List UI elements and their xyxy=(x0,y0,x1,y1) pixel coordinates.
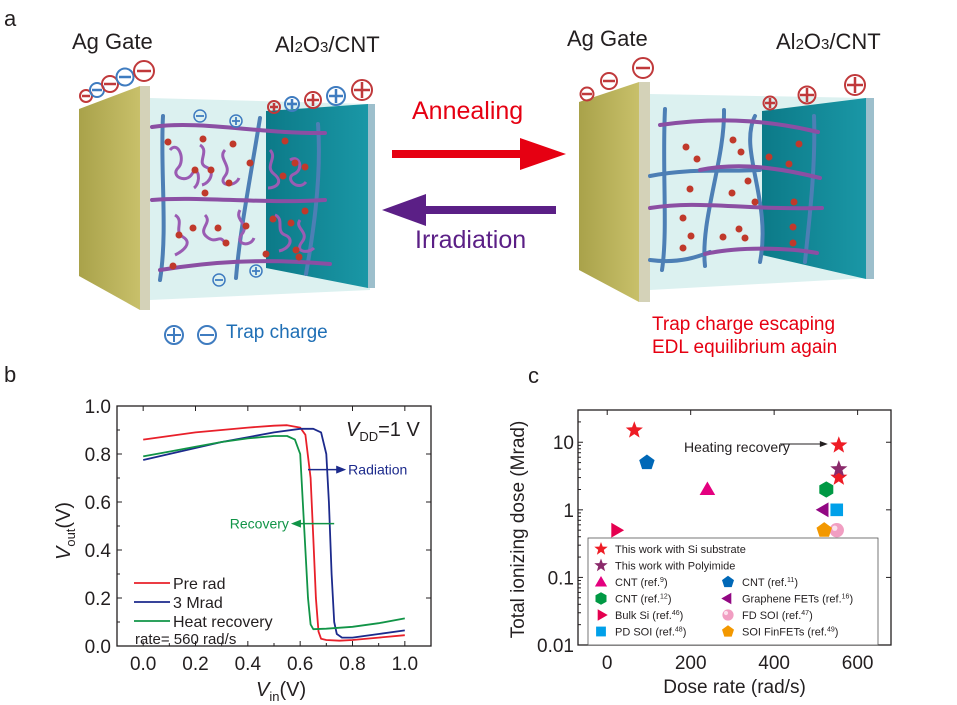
data-point-7-highlight xyxy=(832,525,838,531)
legend-label: CNT (ref.11) xyxy=(742,577,798,589)
panel-a-letter: a xyxy=(4,6,17,31)
x-tick-label: 0.4 xyxy=(235,654,262,675)
data-point-2 xyxy=(699,481,716,495)
chart-c: 0 200 400 600 0.01 0.1 1 10 Dose rate (rad/s) Tot… xyxy=(508,409,892,698)
irradiation-arrow xyxy=(382,194,556,226)
data-point-7 xyxy=(829,522,844,538)
data-point-1 xyxy=(830,460,848,477)
x-tick-label: 600 xyxy=(842,653,874,674)
legend-label: Pre rad xyxy=(173,576,225,593)
left-ag-gate xyxy=(79,86,140,310)
legend-marker xyxy=(596,626,606,637)
legend-marker xyxy=(722,609,734,621)
escape-caption-line-1: Trap charge escaping xyxy=(652,314,836,335)
legend-marker-highlight xyxy=(723,610,729,616)
escape-caption: Trap charge escaping EDL equilibrium aga… xyxy=(652,313,837,359)
data-point-8 xyxy=(830,503,844,517)
heating-recovery-label: Heating recovery xyxy=(684,439,790,455)
y-axis-label: Total ionizing dose (Mrad) xyxy=(508,421,529,639)
x-tick-label: 0.8 xyxy=(339,654,365,675)
legend-label: CNT (ref.9) xyxy=(615,577,668,589)
legend-label: PD SOI (ref.48) xyxy=(615,627,686,639)
y-axis-label: Vout(V) xyxy=(53,502,78,560)
y-tick-label: 10 xyxy=(553,433,574,454)
y-tick-label: 0.1 xyxy=(548,568,574,589)
chart-b: 0.0 0.2 0.4 0.6 0.8 1.0 0.0 0.2 0.4 0.6 0.8 1.0 Vin(… xyxy=(53,397,432,704)
legend-marker xyxy=(722,575,734,588)
legend-marker xyxy=(722,625,734,637)
data-point-9 xyxy=(816,522,832,537)
x-tick-label: 0 xyxy=(602,653,613,674)
legend-marker xyxy=(721,592,732,605)
recovery-label: Recovery xyxy=(230,516,289,532)
data-point-4 xyxy=(819,481,834,498)
irradiation-label: Irradiation xyxy=(415,226,527,254)
y-tick-label: 0.6 xyxy=(85,493,111,514)
left-gate-label: Ag Gate xyxy=(72,29,153,54)
y-tick-label: 0.4 xyxy=(85,541,112,562)
x-tick-label: 0.2 xyxy=(182,654,208,675)
series-line-heat-recovery xyxy=(143,435,405,631)
y-tick-label: 1.0 xyxy=(85,397,111,418)
heating-recovery-arrowhead xyxy=(819,441,828,447)
x-tick-label: 400 xyxy=(758,653,790,674)
recovery-arrowhead xyxy=(290,519,301,528)
y-tick-label: 0.2 xyxy=(85,589,111,610)
annealing-arrow xyxy=(392,138,566,170)
right-device xyxy=(579,57,874,302)
y-tick-label: 1 xyxy=(563,501,574,522)
legend-label: 3 Mrad xyxy=(173,595,223,612)
left-channel-label: Al2O3/CNT xyxy=(275,32,380,57)
annealing-label: Annealing xyxy=(412,97,524,125)
radiation-arrowhead xyxy=(336,465,347,474)
legend-label: This work with Si substrate xyxy=(615,544,746,556)
x-tick-label: 1.0 xyxy=(392,654,418,675)
legend-label: This work with Polyimide xyxy=(615,561,735,573)
y-tick-label: 0.01 xyxy=(537,636,574,657)
right-gate-label: Ag Gate xyxy=(567,26,648,51)
x-tick-label: 0.0 xyxy=(130,654,156,675)
legend-label: Bulk Si (ref.46) xyxy=(615,610,683,622)
data-point-6 xyxy=(611,522,625,538)
legend-label: Heat recovery xyxy=(173,614,273,631)
legend-marker xyxy=(595,592,607,605)
data-point-3 xyxy=(639,454,655,470)
right-channel-label: Al2O3/CNT xyxy=(776,29,881,54)
legend-marker xyxy=(597,609,608,621)
legend-label: SOI FinFETs (ref.49) xyxy=(742,627,838,639)
x-axis-label: Vin(V) xyxy=(256,679,306,704)
legend-label: FD SOI (ref.47) xyxy=(742,610,813,622)
vdd-annotation: VDD=1 V xyxy=(346,419,420,444)
device-illustrations xyxy=(79,57,874,345)
data-point-0 xyxy=(830,468,848,485)
panel-c-letter: c xyxy=(528,363,539,388)
legend-label: CNT (ref.12) xyxy=(615,594,672,606)
legend-marker xyxy=(594,542,608,555)
left-device xyxy=(79,60,375,310)
trap-charge-caption: Trap charge xyxy=(226,322,328,343)
y-tick-label: 0.8 xyxy=(85,445,111,466)
data-point-0 xyxy=(625,421,643,438)
escape-caption-line-2: EDL equilibrium again xyxy=(652,337,838,358)
trap-charge-icons xyxy=(164,325,217,345)
legend-box xyxy=(587,537,879,646)
right-ag-gate xyxy=(579,82,639,302)
legend-marker xyxy=(594,558,608,572)
legend-label: Graphene FETs (ref.16) xyxy=(742,594,853,606)
data-point-5 xyxy=(815,502,829,518)
rate-annotation: rate= 560 rad/s xyxy=(135,631,236,648)
radiation-label: Radiation xyxy=(348,462,407,478)
legend-marker xyxy=(594,576,608,587)
x-tick-label: 200 xyxy=(675,653,707,674)
series-line-pre-rad xyxy=(143,424,405,642)
panel-b-letter: b xyxy=(4,362,17,387)
x-axis-label: Dose rate (rad/s) xyxy=(663,677,806,698)
x-tick-label: 0.6 xyxy=(287,654,313,675)
data-point-0 xyxy=(830,436,848,453)
y-tick-label: 0.0 xyxy=(85,637,111,658)
